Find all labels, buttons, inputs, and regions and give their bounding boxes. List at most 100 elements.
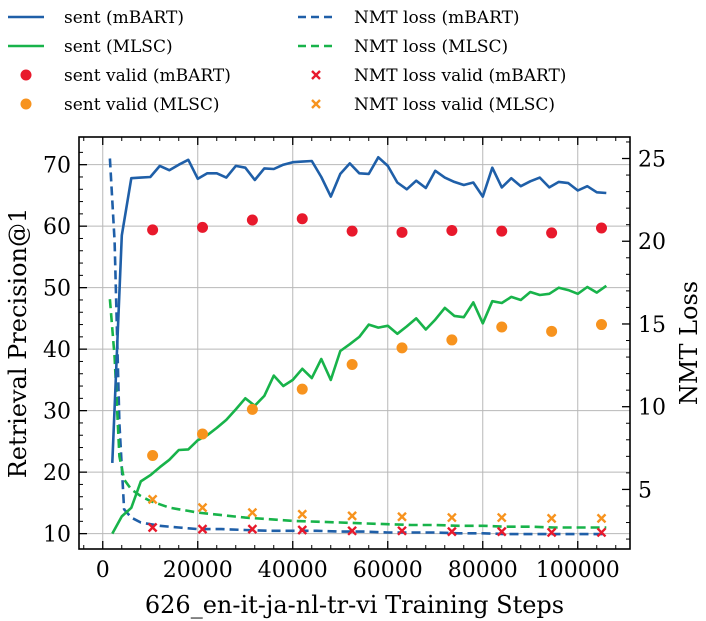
legend-label-sent-mbart: sent (mBART) <box>64 8 184 28</box>
x-tick-label-80000: 80000 <box>448 558 518 583</box>
x-marker-stroke <box>311 70 321 80</box>
legend-item-sent-mbart: sent (mBART) <box>8 8 184 28</box>
x-marker-stroke <box>147 494 158 505</box>
x-marker-stroke <box>496 512 507 523</box>
point-sent-valid-mlsc <box>546 325 558 337</box>
point-nmt-loss-valid-mlsc <box>397 511 407 522</box>
x-marker-stroke <box>347 511 357 521</box>
x-marker-stroke <box>596 513 607 524</box>
legend-label-sent-valid-mbart: sent valid (mBART) <box>64 66 231 86</box>
x-marker-stroke <box>496 526 507 537</box>
y2-tick-label-20: 20 <box>638 230 666 255</box>
point-nmt-loss-valid-mlsc <box>147 494 158 505</box>
x-marker-stroke <box>397 511 407 522</box>
point-nmt-loss-valid-mbart <box>447 526 457 537</box>
x-tick-label-0: 0 <box>96 558 110 583</box>
x-tick-label-20000: 20000 <box>163 558 233 583</box>
point-nmt-loss-valid-mlsc <box>496 512 507 523</box>
y2-axis-title: NMT Loss <box>675 281 703 405</box>
x-axis: 0 20000 40000 60000 80000 100000 <box>83 137 620 583</box>
series-line-nmt-loss-mlsc <box>108 299 607 529</box>
point-nmt-loss-valid-mbart <box>247 524 258 534</box>
y-tick-label-40: 40 <box>43 338 71 363</box>
x-marker-stroke <box>297 509 308 520</box>
legend-label-sent-valid-mlsc: sent valid (MLSC) <box>64 95 219 115</box>
y-tick-label-50: 50 <box>43 277 71 302</box>
point-sent-valid-mlsc <box>147 450 159 462</box>
legend-label-nmt-loss-mbart: NMT loss (mBART) <box>354 8 520 28</box>
legend-label-nmt-loss-valid-mlsc: NMT loss valid (MLSC) <box>354 95 555 115</box>
point-sent-valid-mlsc <box>446 334 458 346</box>
point-sent-valid-mbart <box>446 224 458 236</box>
legend-label-nmt-loss-valid-mbart: NMT loss valid (mBART) <box>354 66 566 86</box>
legend-swatch-sent-valid-mlsc <box>20 98 32 110</box>
point-sent-valid-mbart <box>396 226 408 238</box>
legend-label-nmt-loss-mlsc: NMT loss (MLSC) <box>354 37 508 57</box>
grid <box>79 137 630 549</box>
x-marker-stroke <box>347 525 357 536</box>
legend-item-sent-mlsc: sent (MLSC) <box>8 37 173 57</box>
x-marker-stroke <box>447 512 457 523</box>
x-marker-stroke <box>197 502 208 513</box>
left-axis: 10 20 30 40 50 60 70 <box>43 151 87 548</box>
x-marker-stroke <box>397 525 407 536</box>
point-sent-valid-mlsc <box>296 383 308 395</box>
point-sent-valid-mbart <box>197 221 208 233</box>
point-sent-valid-mbart <box>147 224 159 236</box>
point-sent-valid-mbart <box>296 213 308 225</box>
legend-item-nmt-loss-mbart: NMT loss (mBART) <box>298 8 520 28</box>
point-nmt-loss-valid-mbart <box>596 527 607 538</box>
x-marker-stroke <box>596 527 607 538</box>
plot-frame <box>78 136 631 550</box>
point-sent-valid-mlsc <box>346 359 358 371</box>
x-marker-stroke <box>297 525 308 535</box>
point-nmt-loss-valid-mlsc <box>447 512 457 523</box>
legend-swatch-sent-valid-mbart <box>20 69 32 81</box>
y-axis-title: Retrieval Precision@1 <box>4 208 32 479</box>
legend-swatch-nmt-loss-valid-mbart <box>311 70 321 80</box>
series-line-sent-mbart <box>111 156 607 463</box>
x-marker-stroke <box>197 524 208 534</box>
point-nmt-loss-valid-mbart <box>347 525 357 536</box>
x-marker-stroke <box>247 507 258 518</box>
point-nmt-loss-valid-mlsc <box>596 513 607 524</box>
y2-tick-label-5: 5 <box>638 478 652 503</box>
point-nmt-loss-valid-mlsc <box>347 511 357 521</box>
y-tick-label-10: 10 <box>43 523 71 548</box>
x-marker-stroke <box>311 99 321 109</box>
legend-item-sent-valid-mbart: sent valid (mBART) <box>20 66 231 86</box>
x-marker-stroke <box>546 513 557 524</box>
x-tick-label-100000: 100000 <box>536 558 620 583</box>
point-nmt-loss-valid-mbart <box>546 527 557 538</box>
point-nmt-loss-valid-mbart <box>197 524 208 534</box>
right-axis: 5 10 15 20 25 <box>622 141 666 540</box>
legend-swatch-nmt-loss-valid-mlsc <box>311 99 321 109</box>
point-nmt-loss-valid-mlsc <box>247 507 258 518</box>
y-tick-label-70: 70 <box>43 154 71 179</box>
point-sent-valid-mlsc <box>496 321 508 333</box>
y-tick-label-20: 20 <box>43 461 71 486</box>
y2-tick-label-10: 10 <box>638 396 666 421</box>
x-tick-label-40000: 40000 <box>258 558 328 583</box>
point-nmt-loss-valid-mlsc <box>197 502 208 513</box>
point-sent-valid-mlsc <box>197 428 208 440</box>
plot-area <box>108 156 608 538</box>
legend-item-nmt-loss-mlsc: NMT loss (MLSC) <box>298 37 508 57</box>
y-tick-label-60: 60 <box>43 215 71 240</box>
point-nmt-loss-valid-mlsc <box>546 513 557 524</box>
point-sent-valid-mlsc <box>396 342 408 354</box>
x-marker-stroke <box>147 522 158 533</box>
legend-item-sent-valid-mlsc: sent valid (MLSC) <box>20 95 219 115</box>
point-sent-valid-mbart <box>496 225 508 237</box>
point-nmt-loss-valid-mbart <box>397 525 407 536</box>
point-sent-valid-mlsc <box>596 319 607 331</box>
point-sent-valid-mbart <box>246 214 258 226</box>
point-sent-valid-mlsc <box>246 403 258 415</box>
legend-item-nmt-loss-valid-mbart: NMT loss valid (mBART) <box>311 66 566 86</box>
legend-label-sent-mlsc: sent (MLSC) <box>64 37 173 57</box>
legend-item-nmt-loss-valid-mlsc: NMT loss valid (MLSC) <box>311 95 555 115</box>
point-sent-valid-mbart <box>346 225 358 237</box>
point-nmt-loss-valid-mbart <box>297 525 308 535</box>
point-sent-valid-mbart <box>546 227 558 239</box>
